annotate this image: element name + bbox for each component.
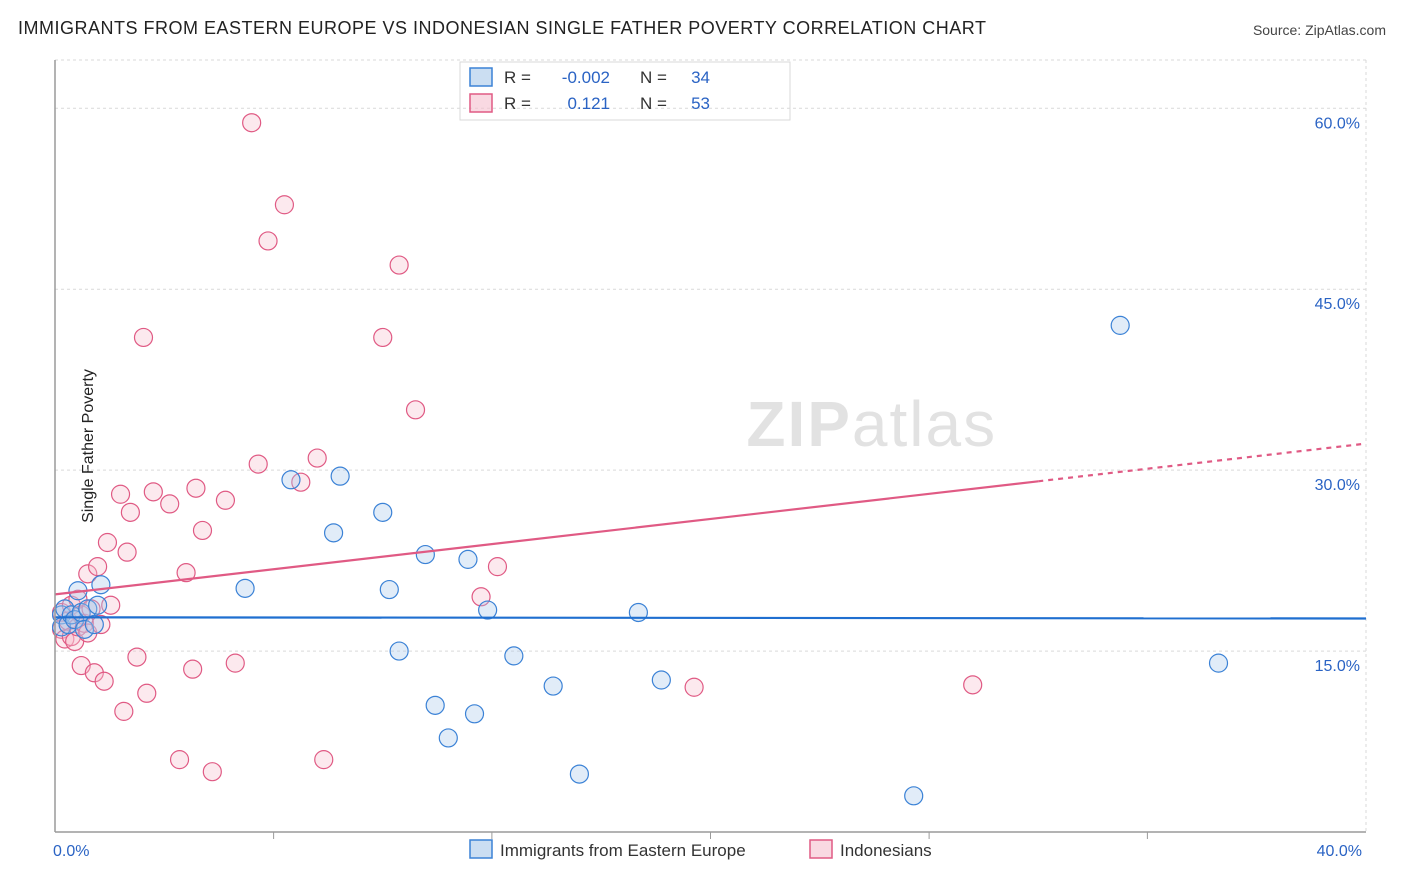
scatter-point <box>964 676 982 694</box>
scatter-point <box>282 471 300 489</box>
legend-r-value: -0.002 <box>562 68 610 87</box>
scatter-point <box>138 684 156 702</box>
scatter-point <box>331 467 349 485</box>
scatter-point <box>426 696 444 714</box>
scatter-point <box>121 503 139 521</box>
scatter-point <box>544 677 562 695</box>
scatter-point <box>226 654 244 672</box>
scatter-point <box>144 483 162 501</box>
scatter-point <box>161 495 179 513</box>
scatter-point <box>259 232 277 250</box>
scatter-point <box>380 581 398 599</box>
y-tick-label: 30.0% <box>1315 477 1360 494</box>
scatter-point <box>325 524 343 542</box>
trend-line-dashed <box>1038 444 1366 482</box>
legend-n-value: 34 <box>691 68 710 87</box>
scatter-point <box>128 648 146 666</box>
x-tick-label: 40.0% <box>1317 843 1362 860</box>
scatter-point <box>118 543 136 561</box>
scatter-point <box>112 485 130 503</box>
scatter-point <box>374 328 392 346</box>
legend-r-value: 0.121 <box>567 94 610 113</box>
scatter-point <box>466 705 484 723</box>
chart-container: IMMIGRANTS FROM EASTERN EUROPE VS INDONE… <box>0 0 1406 892</box>
scatter-point <box>459 550 477 568</box>
legend-r-label: R = <box>504 94 531 113</box>
scatter-point <box>905 787 923 805</box>
legend-swatch <box>810 840 832 858</box>
scatter-point <box>95 672 113 690</box>
scatter-point <box>216 491 234 509</box>
y-tick-label: 15.0% <box>1315 658 1360 675</box>
scatter-point <box>315 751 333 769</box>
legend-n-label: N = <box>640 68 667 87</box>
scatter-point <box>184 660 202 678</box>
scatter-point <box>685 678 703 696</box>
legend-n-label: N = <box>640 94 667 113</box>
scatter-point <box>416 546 434 564</box>
scatter-point <box>505 647 523 665</box>
scatter-point <box>92 576 110 594</box>
legend-r-label: R = <box>504 68 531 87</box>
scatter-point <box>570 765 588 783</box>
scatter-point <box>89 596 107 614</box>
scatter-point <box>1111 316 1129 334</box>
chart-svg: ZIPatlas 15.0% 30.0% 45.0% 60.0% 0.0% 40.0% R =… <box>0 0 1406 892</box>
scatter-point <box>236 579 254 597</box>
legend-swatch <box>470 840 492 858</box>
legend-series-label: Indonesians <box>840 841 932 860</box>
scatter-point <box>1210 654 1228 672</box>
y-tick-label: 45.0% <box>1315 296 1360 313</box>
scatter-point <box>390 642 408 660</box>
scatter-point <box>652 671 670 689</box>
watermark: ZIPatlas <box>746 388 997 460</box>
scatter-point <box>98 534 116 552</box>
scatter-point <box>171 751 189 769</box>
legend-swatch <box>470 94 492 112</box>
scatter-point <box>187 479 205 497</box>
legend-series-label: Immigrants from Eastern Europe <box>500 841 746 860</box>
scatter-point <box>308 449 326 467</box>
scatter-point <box>488 558 506 576</box>
legend-n-value: 53 <box>691 94 710 113</box>
x-tick-label: 0.0% <box>53 843 89 860</box>
scatter-point <box>249 455 267 473</box>
scatter-point <box>89 558 107 576</box>
legend-swatch <box>470 68 492 86</box>
y-tick-label: 60.0% <box>1315 115 1360 132</box>
scatter-point <box>374 503 392 521</box>
trend-line <box>55 617 1366 618</box>
scatter-point <box>243 114 261 132</box>
scatter-point <box>203 763 221 781</box>
scatter-point <box>115 702 133 720</box>
scatter-point <box>479 601 497 619</box>
scatter-point <box>390 256 408 274</box>
scatter-point <box>275 196 293 214</box>
scatter-point <box>134 328 152 346</box>
scatter-point <box>439 729 457 747</box>
scatter-point <box>407 401 425 419</box>
scatter-point <box>193 521 211 539</box>
